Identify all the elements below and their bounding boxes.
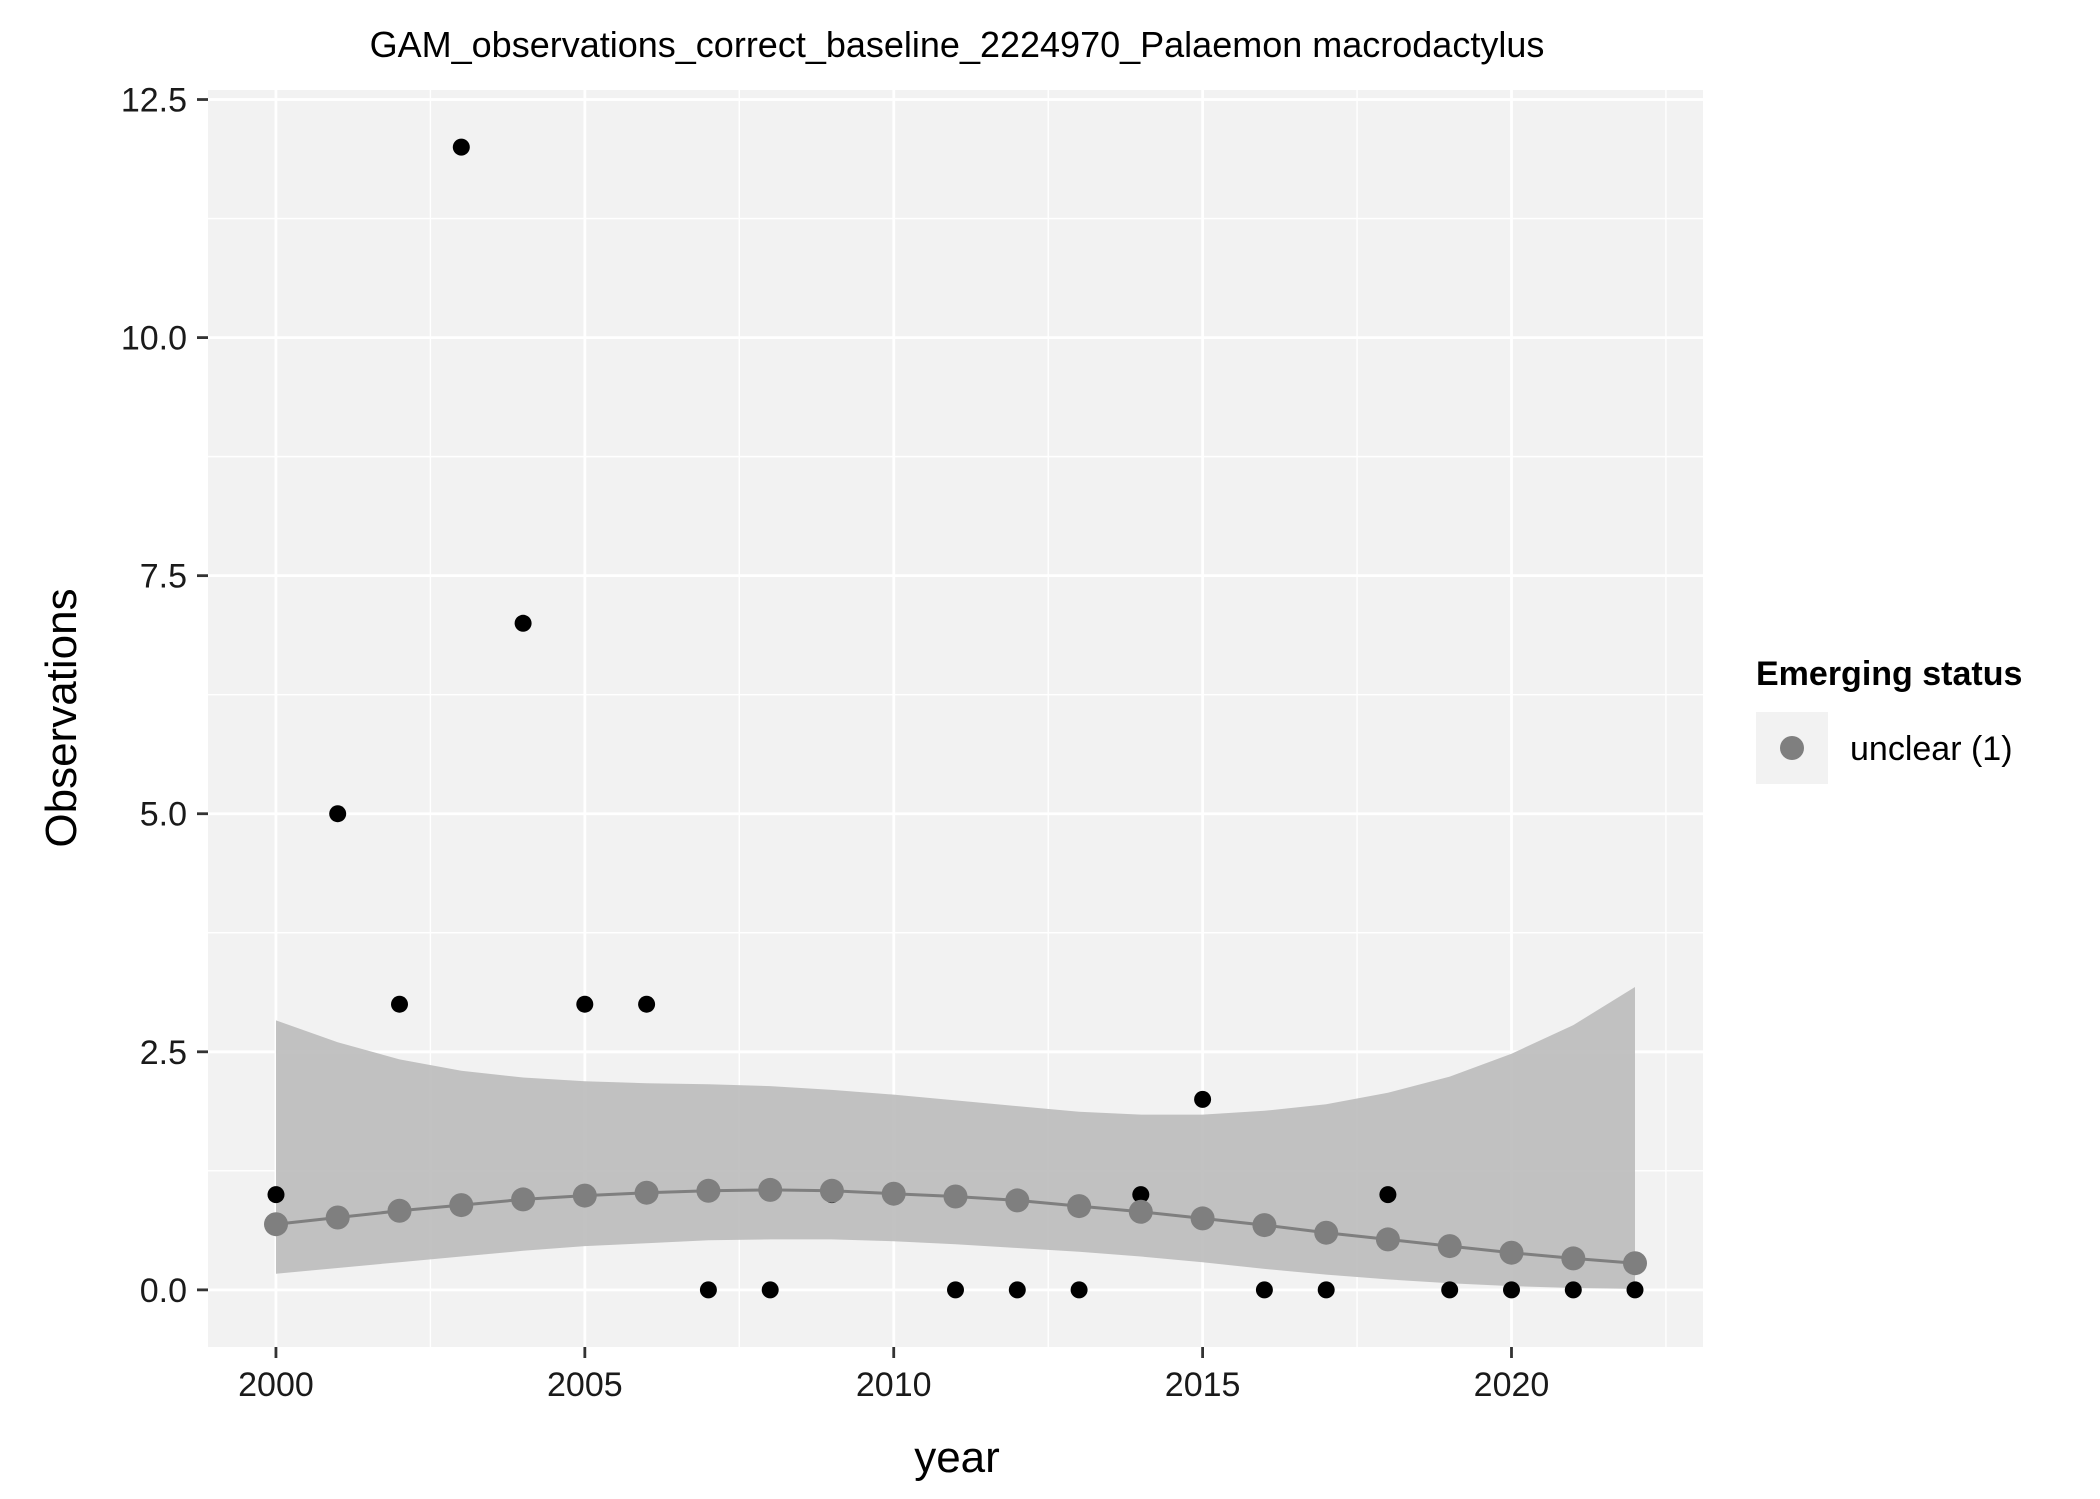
observations-layer [267, 138, 1644, 1299]
y-axis-title: Observations [37, 588, 86, 847]
fit-point [264, 1212, 288, 1237]
x-tick-label: 2015 [1165, 1366, 1241, 1404]
observation-point [947, 1281, 964, 1299]
y-tick-label: 10.0 [121, 320, 187, 358]
fit-point [1561, 1246, 1586, 1271]
grid-major [208, 90, 1703, 1347]
observation-point [761, 1281, 779, 1299]
fit-point [1437, 1234, 1462, 1259]
observation-point [1070, 1281, 1088, 1299]
fit-points-layer [264, 1177, 1647, 1276]
x-tick-label: 2005 [547, 1366, 623, 1404]
fit-point [572, 1183, 597, 1208]
fit-point [449, 1193, 474, 1218]
x-tick-label: 2010 [856, 1366, 932, 1404]
fit-point [1314, 1220, 1339, 1245]
observation-point [1441, 1281, 1459, 1299]
legend: Emerging status unclear (1) [1756, 655, 2022, 784]
observation-point [576, 995, 594, 1013]
fit-point [758, 1177, 783, 1202]
y-tick-label: 0.0 [140, 1272, 187, 1310]
fit-point [1623, 1251, 1647, 1276]
fit-point [634, 1180, 659, 1205]
observation-point [267, 1186, 285, 1204]
fit-point [1375, 1227, 1400, 1252]
x-tick-label: 2000 [238, 1366, 314, 1404]
fit-point [1128, 1199, 1153, 1224]
observation-point [1379, 1186, 1397, 1204]
observation-point [329, 805, 347, 823]
fit-point [1252, 1213, 1277, 1238]
observation-point [452, 138, 470, 156]
fit-point [511, 1187, 536, 1212]
observation-point [1626, 1281, 1644, 1299]
x-tick-label: 2020 [1474, 1366, 1550, 1404]
fit-point [1499, 1240, 1524, 1265]
y-tick-label: 5.0 [140, 796, 187, 834]
legend-title: Emerging status [1756, 655, 2022, 693]
confidence-band-layer [276, 987, 1635, 1289]
y-tick-label: 7.5 [140, 558, 187, 596]
observation-point [1008, 1281, 1026, 1299]
y-axis: 0.0 2.5 5.0 7.5 10.0 12.5 [121, 82, 208, 1310]
observation-point [1564, 1281, 1582, 1299]
observation-point [1194, 1090, 1212, 1108]
fit-point [387, 1198, 412, 1223]
fit-point [1067, 1194, 1092, 1219]
observation-point [1503, 1281, 1520, 1299]
chart-title: GAM_observations_correct_baseline_222497… [370, 24, 1545, 65]
y-tick-label: 12.5 [121, 82, 187, 120]
fit-point [881, 1181, 906, 1206]
observation-point [1132, 1186, 1150, 1204]
fit-point [1005, 1188, 1030, 1213]
x-axis: 2000 2005 2010 2015 2020 [238, 1347, 1549, 1404]
observation-point [514, 614, 532, 632]
observation-point [699, 1281, 717, 1299]
fit-point [943, 1184, 968, 1209]
y-tick-label: 2.5 [140, 1034, 187, 1072]
observation-point [391, 995, 408, 1013]
observation-point [638, 995, 656, 1013]
confidence-band [276, 987, 1635, 1289]
legend-key-unclear [1780, 736, 1804, 760]
x-axis-title: year [914, 1433, 1000, 1482]
legend-label-unclear: unclear (1) [1850, 730, 2013, 768]
observation-point [1317, 1281, 1335, 1299]
observation-point [1255, 1281, 1273, 1299]
fit-point [325, 1205, 350, 1230]
fit-point [696, 1178, 721, 1203]
fit-point [819, 1178, 844, 1203]
fit-point [1190, 1206, 1215, 1231]
